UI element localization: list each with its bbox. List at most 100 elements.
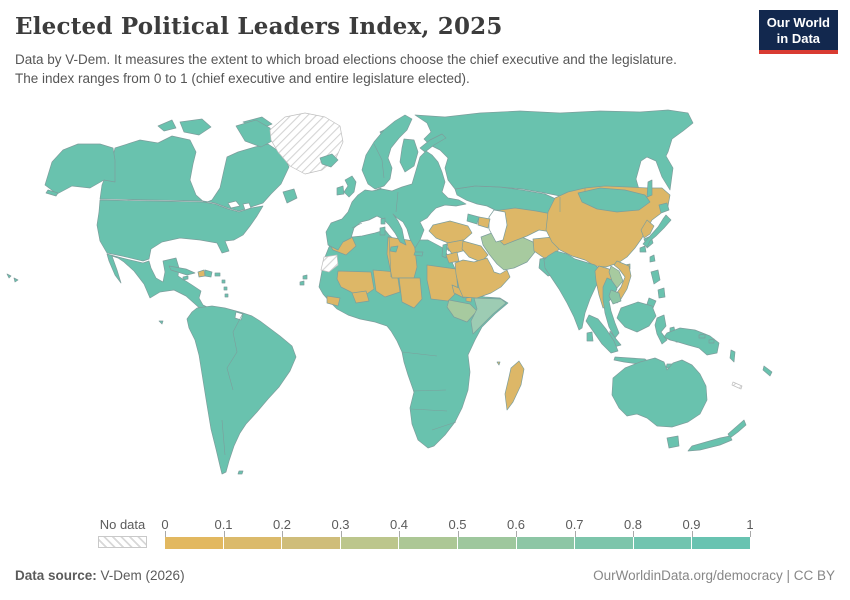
region-crete[interactable]: [413, 251, 424, 257]
legend-segment[interactable]: [340, 537, 400, 549]
region-newfoundland[interactable]: [282, 188, 298, 204]
region-mongolia[interactable]: [577, 187, 651, 213]
legend-tick-mark: [223, 531, 225, 537]
region-antilles-1[interactable]: [221, 279, 226, 284]
region-hawaii-2[interactable]: [13, 277, 19, 283]
region-french-guiana[interactable]: [234, 311, 244, 321]
region-great-lake-1[interactable]: [227, 200, 241, 209]
region-cape-verde-1[interactable]: [302, 274, 308, 280]
legend-segment[interactable]: [457, 537, 517, 549]
region-arabia[interactable]: [454, 257, 511, 299]
legend-segment[interactable]: [282, 537, 341, 549]
region-japan-kyushu[interactable]: [639, 245, 647, 253]
inner-border-line: [351, 222, 363, 229]
region-laos[interactable]: [608, 265, 624, 289]
region-sulawesi[interactable]: [654, 314, 668, 345]
legend-segment[interactable]: [399, 537, 458, 549]
license-link[interactable]: OurWorldinData.org/democracy | CC BY: [593, 568, 835, 583]
region-sicily[interactable]: [389, 245, 399, 253]
region-solomons-2[interactable]: [708, 338, 715, 344]
region-alaska[interactable]: [44, 143, 116, 195]
legend-segment[interactable]: [633, 537, 693, 549]
region-azerbaijan[interactable]: [477, 216, 491, 229]
region-taiwan[interactable]: [649, 254, 656, 263]
region-victoria-island[interactable]: [179, 118, 212, 136]
region-sakhalin[interactable]: [646, 179, 653, 198]
region-new-zealand-north[interactable]: [727, 419, 747, 439]
region-burkina-faso[interactable]: [351, 290, 370, 304]
region-antilles-2[interactable]: [223, 286, 228, 291]
region-sumatra[interactable]: [585, 314, 619, 354]
inner-border-line: [226, 312, 244, 391]
no-data-hatch-swatch[interactable]: [98, 536, 147, 548]
region-western-sahara[interactable]: [320, 254, 339, 273]
region-mexico-central-america[interactable]: [106, 253, 217, 313]
region-cambodia[interactable]: [608, 289, 622, 305]
region-aleutians[interactable]: [45, 189, 59, 197]
region-iceland[interactable]: [319, 153, 339, 168]
region-vanuatu[interactable]: [729, 349, 736, 363]
region-south-america[interactable]: [186, 305, 297, 475]
legend-color-bar[interactable]: [165, 537, 750, 549]
region-banks-island[interactable]: [157, 119, 177, 132]
region-india[interactable]: [543, 250, 607, 331]
region-chad[interactable]: [398, 277, 423, 309]
region-ireland[interactable]: [336, 185, 345, 196]
legend-segment[interactable]: [692, 537, 750, 549]
inner-border-line: [221, 419, 226, 456]
region-cuba[interactable]: [168, 265, 196, 276]
legend-segment[interactable]: [223, 537, 283, 549]
region-comoros[interactable]: [496, 361, 501, 366]
region-new-caledonia[interactable]: [731, 381, 743, 390]
region-fiji[interactable]: [762, 365, 773, 377]
legend-segment[interactable]: [575, 537, 634, 549]
region-antilles-3[interactable]: [224, 293, 229, 298]
region-sudan[interactable]: [426, 264, 459, 302]
region-israel-lebanon[interactable]: [441, 243, 448, 259]
region-corsica[interactable]: [380, 217, 386, 225]
region-japan-hokkaido[interactable]: [658, 202, 670, 214]
owid-logo[interactable]: Our World in Data: [758, 10, 838, 55]
region-finland[interactable]: [399, 138, 419, 173]
region-philippines-luzon[interactable]: [650, 269, 661, 285]
inner-border-line: [395, 191, 399, 213]
region-australia[interactable]: [611, 357, 708, 428]
region-great-lake-2[interactable]: [242, 202, 252, 211]
region-madagascar[interactable]: [504, 360, 525, 411]
region-dominican-republic[interactable]: [204, 269, 213, 278]
region-north-korea[interactable]: [640, 219, 655, 239]
legend-segment[interactable]: [516, 537, 576, 549]
region-guinea[interactable]: [326, 295, 341, 307]
region-usa[interactable]: [96, 199, 264, 262]
region-europe-mainland[interactable]: [325, 150, 467, 251]
region-puerto-rico[interactable]: [214, 272, 221, 277]
region-falklands[interactable]: [237, 470, 244, 475]
region-philippines-visayas[interactable]: [657, 287, 666, 299]
region-syria[interactable]: [446, 239, 467, 255]
region-cape-verde-2[interactable]: [299, 280, 305, 286]
region-haiti[interactable]: [197, 269, 206, 278]
region-turkey[interactable]: [428, 220, 473, 244]
region-somalia[interactable]: [470, 297, 507, 335]
region-ethiopia[interactable]: [446, 299, 478, 323]
region-tasmania[interactable]: [666, 435, 680, 449]
legend-segment[interactable]: [165, 537, 224, 549]
region-japan-honshu[interactable]: [642, 214, 672, 248]
region-uk[interactable]: [343, 175, 357, 198]
region-jordan[interactable]: [445, 251, 460, 264]
region-sardinia[interactable]: [379, 226, 386, 236]
region-canada[interactable]: [99, 135, 290, 212]
legend-tick-mark: [165, 531, 166, 537]
region-borneo[interactable]: [616, 301, 657, 333]
region-sri-lanka[interactable]: [586, 331, 594, 342]
region-solomons-1[interactable]: [698, 333, 706, 339]
region-hawaii-1[interactable]: [6, 273, 12, 279]
region-georgia-armenia[interactable]: [466, 213, 480, 225]
data-source-label: Data source:: [15, 568, 97, 583]
region-galapagos[interactable]: [158, 320, 164, 325]
region-scandinavia[interactable]: [361, 114, 413, 190]
legend-tick-mark: [282, 531, 283, 537]
region-new-zealand-south[interactable]: [687, 435, 733, 452]
legend-no-data[interactable]: No data: [98, 517, 147, 549]
region-jamaica[interactable]: [182, 275, 189, 281]
